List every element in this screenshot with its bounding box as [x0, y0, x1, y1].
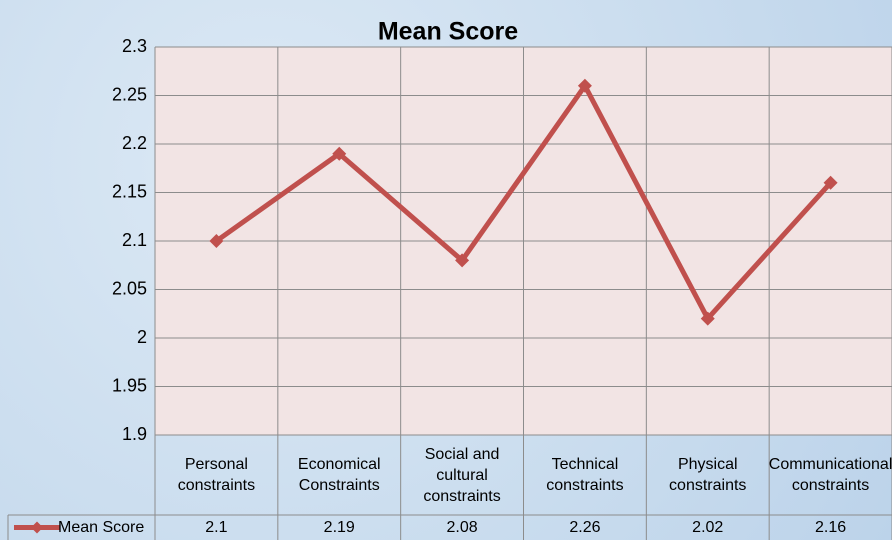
- line: [214, 83, 833, 322]
- x-tick-label: Physical constraints: [669, 456, 747, 494]
- x-tick-label: Technical constraints: [546, 456, 624, 494]
- y-tick-label: 1.9: [122, 424, 147, 444]
- x-tick-label: Personal constraints: [177, 456, 256, 494]
- table-value: 2.16: [815, 519, 847, 536]
- y-tick-label: 2.15: [112, 181, 147, 201]
- legend-label: Mean Score: [58, 519, 145, 536]
- legend-marker: [31, 521, 43, 534]
- y-tick-label: 2.3: [122, 36, 147, 56]
- marker: [455, 253, 470, 268]
- y-tick-label: 2.1: [122, 230, 147, 250]
- table-value: 2.19: [323, 519, 355, 536]
- chart-title: Mean Score: [378, 18, 518, 46]
- table-value: 2.08: [446, 519, 478, 536]
- x-tick-label: Communicational constraints: [768, 456, 892, 494]
- table-value: 2.26: [569, 519, 601, 536]
- y-tick-label: 2.25: [112, 84, 147, 104]
- marker: [332, 146, 347, 161]
- x-tick-label: Economical Constraints: [297, 456, 381, 494]
- marker: [823, 175, 838, 190]
- x-tick-label: Social and cultural constraints: [423, 445, 501, 505]
- y-tick-label: 1.95: [112, 375, 147, 395]
- marker: [700, 311, 715, 326]
- y-tick-label: 2.2: [122, 133, 147, 153]
- marker: [577, 78, 592, 93]
- table-value: 2.1: [205, 519, 228, 536]
- y-tick-label: 2: [137, 327, 147, 347]
- y-tick-label: 2.05: [112, 278, 147, 298]
- marker: [209, 234, 224, 248]
- table-value: 2.02: [692, 519, 724, 536]
